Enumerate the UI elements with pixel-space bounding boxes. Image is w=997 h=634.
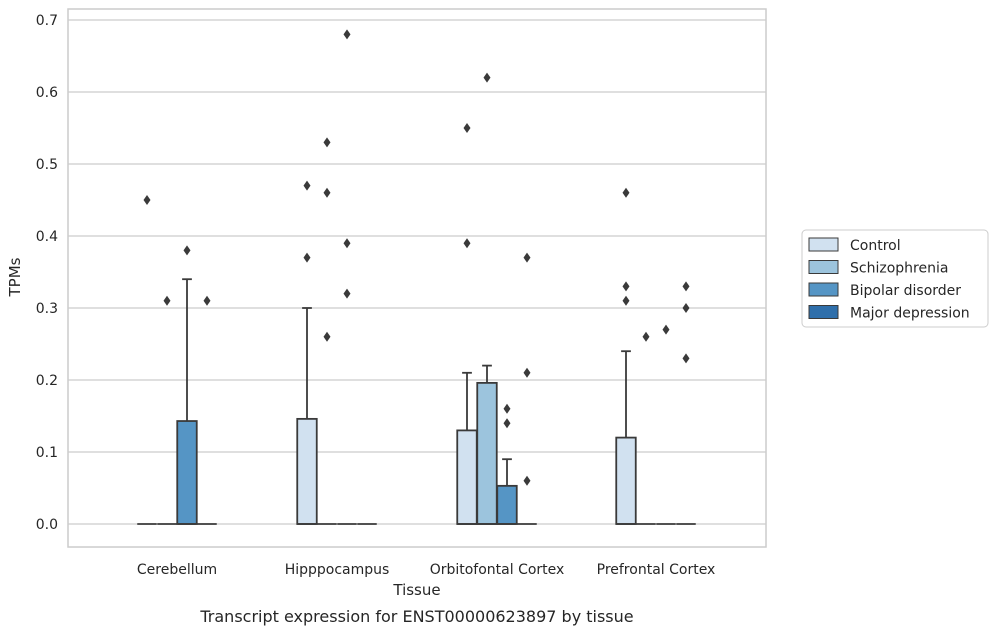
- outlier-point: [523, 475, 531, 486]
- box-bipolar-disorder: [656, 324, 676, 525]
- legend-swatch: [808, 260, 839, 274]
- outlier-point: [682, 353, 690, 364]
- legend-label: Major depression: [850, 306, 970, 322]
- legend-swatch: [808, 305, 839, 319]
- box-control: [137, 195, 157, 525]
- box-body: [296, 417, 318, 525]
- outlier-point: [503, 418, 511, 429]
- x-tick-label: Orbitofontal Cortex: [430, 562, 565, 578]
- box-schizophrenia: [317, 137, 337, 525]
- outlier-point: [163, 295, 171, 306]
- x-tick-label: Hipppocampus: [285, 562, 390, 578]
- box-body: [496, 484, 518, 525]
- box-bipolar-disorder: [496, 403, 518, 525]
- legend-swatch: [808, 237, 839, 252]
- y-tick-label: 0.4: [36, 229, 58, 245]
- outlier-point: [463, 238, 471, 249]
- outlier-point: [303, 180, 311, 191]
- outlier-point: [523, 252, 531, 263]
- y-axis-label: TPMs: [6, 257, 24, 297]
- y-tick-label: 0.5: [36, 157, 58, 173]
- outlier-point: [203, 295, 211, 306]
- outlier-point: [323, 137, 331, 148]
- box-body: [615, 436, 637, 525]
- box-control: [456, 123, 478, 525]
- box-bipolar-disorder: [176, 245, 198, 525]
- outlier-point: [682, 281, 690, 292]
- box-schizophrenia: [157, 295, 177, 525]
- legend-frame: [801, 229, 989, 328]
- outlier-point: [323, 331, 331, 342]
- y-tick-label: 0.6: [36, 85, 58, 101]
- figure-caption: Transcript expression for ENST0000062389…: [199, 607, 633, 626]
- legend: Control Schizophrenia Bipolar disorder Majo…: [801, 229, 989, 328]
- y-tick-label: 0.2: [36, 373, 58, 389]
- legend-label: Schizophrenia: [850, 261, 948, 277]
- legend-label: Control: [850, 238, 901, 254]
- outlier-point: [303, 252, 311, 263]
- outlier-point: [323, 187, 331, 198]
- box-bipolar-disorder: [337, 29, 357, 525]
- outlier-point: [523, 367, 531, 378]
- outlier-point: [463, 123, 471, 133]
- box-major-depression: [676, 281, 696, 525]
- box-body: [176, 420, 198, 525]
- box-schizophrenia: [476, 72, 498, 525]
- legend-label: Bipolar disorder: [850, 283, 961, 299]
- box-schizophrenia: [636, 331, 656, 525]
- outlier-point: [503, 403, 511, 414]
- outlier-point: [343, 238, 351, 249]
- outlier-point: [183, 245, 191, 256]
- outlier-point: [642, 331, 650, 342]
- x-axis-ticks: Cerebellum Hipppocampus Orbitofontal Corte…: [137, 562, 715, 578]
- outlier-point: [622, 187, 630, 198]
- outlier-point: [622, 295, 630, 306]
- box-control: [615, 187, 637, 525]
- x-axis-label: Tissue: [392, 581, 440, 599]
- y-tick-label: 0.3: [36, 301, 58, 317]
- outlier-point: [483, 72, 491, 83]
- y-tick-label: 0.7: [36, 13, 58, 29]
- box-control: [296, 180, 318, 525]
- grid-lines: [68, 19, 766, 525]
- x-tick-label: Cerebellum: [137, 562, 217, 578]
- box-body: [476, 381, 498, 525]
- outlier-point: [143, 195, 151, 205]
- y-tick-label: 0.1: [36, 445, 58, 461]
- legend-swatch: [808, 282, 839, 297]
- box-series: [137, 29, 696, 525]
- plot-frame: [67, 8, 767, 548]
- outlier-point: [622, 281, 630, 292]
- outlier-point: [682, 303, 690, 313]
- box-major-depression: [197, 295, 217, 525]
- box-major-depression: [517, 252, 537, 525]
- y-tick-label: 0.0: [36, 517, 58, 533]
- x-tick-label: Prefrontal Cortex: [597, 562, 716, 578]
- y-axis-ticks: 0.0 0.1 0.2 0.3 0.4 0.5 0.6 0.7: [36, 13, 58, 533]
- outlier-point: [343, 29, 351, 40]
- outlier-point: [343, 288, 351, 299]
- outlier-point: [662, 324, 670, 335]
- box-body: [456, 429, 478, 525]
